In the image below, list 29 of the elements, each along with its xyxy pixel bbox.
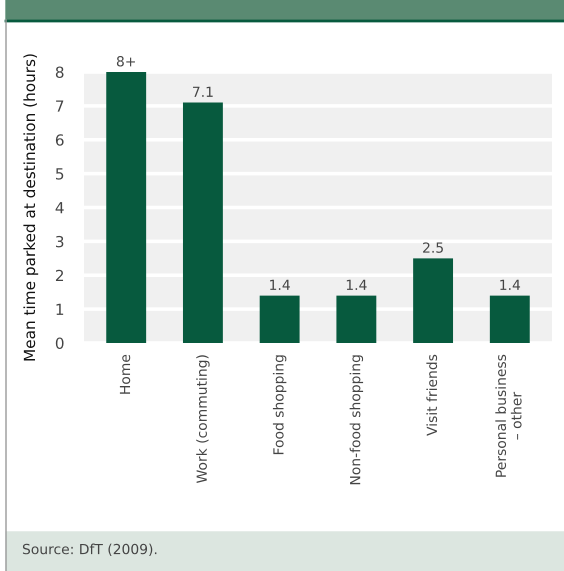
x-tick-label: Personal business – other bbox=[495, 354, 522, 477]
bar bbox=[336, 296, 376, 343]
y-tick-label: 3 bbox=[56, 236, 64, 248]
y-tick-label: 4 bbox=[56, 202, 64, 214]
data-label: 1.4 bbox=[270, 280, 290, 290]
bar bbox=[490, 296, 530, 343]
data-label: 1.4 bbox=[500, 280, 520, 290]
y-tick-label: 8 bbox=[56, 66, 64, 78]
x-tick-label: Visit friends bbox=[426, 354, 438, 436]
x-tick-label: Food shopping bbox=[272, 355, 286, 454]
source-note: Source: DfT (2009). bbox=[22, 544, 156, 556]
bar bbox=[260, 296, 300, 343]
x-tick-label: Non-food shopping bbox=[350, 355, 364, 484]
bar bbox=[413, 258, 454, 343]
y-tick-label: 7 bbox=[56, 100, 64, 112]
bar bbox=[106, 72, 146, 343]
y-tick-label: 0 bbox=[56, 337, 64, 350]
x-tick-label: Work (commuting) bbox=[196, 355, 210, 483]
y-tick-label: 5 bbox=[56, 168, 64, 180]
y-axis-title: Mean time parked at destination (hours) bbox=[23, 54, 38, 360]
data-label: 8+ bbox=[116, 56, 135, 67]
data-label: 2.5 bbox=[423, 242, 443, 253]
x-tick-label: Home bbox=[120, 354, 130, 394]
y-tick-label: 1 bbox=[56, 304, 64, 315]
y-tick-label: 2 bbox=[56, 270, 64, 282]
data-label: 7.1 bbox=[193, 86, 213, 97]
data-label: 1.4 bbox=[346, 280, 367, 290]
bar bbox=[182, 102, 223, 343]
y-tick-label: 6 bbox=[56, 134, 64, 146]
